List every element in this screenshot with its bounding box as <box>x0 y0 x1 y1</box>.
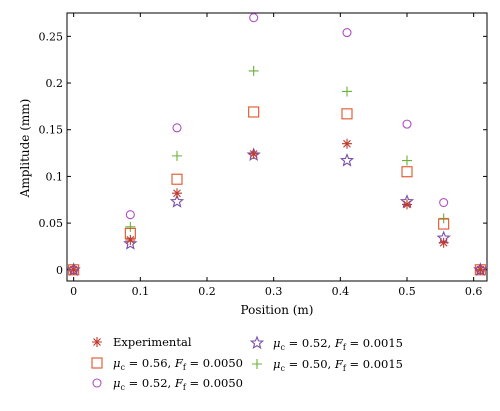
data-point-circle <box>249 13 259 23</box>
series-asterisk <box>68 138 486 275</box>
legend-label: μc = 0.52, Ff = 0.0050 <box>113 376 243 392</box>
data-points <box>66 13 488 276</box>
data-point-plus <box>402 155 412 166</box>
legend-label: Experimental <box>113 335 192 349</box>
series-circle <box>69 13 485 275</box>
data-point-circle <box>342 28 352 38</box>
x-tick-label: 0.2 <box>198 285 216 298</box>
data-point-asterisk <box>475 264 486 275</box>
y-tick-label: 0.15 <box>39 124 64 137</box>
data-point-circle <box>439 198 449 208</box>
y-tick-label: 0 <box>56 264 63 277</box>
x-tick-label: 0.6 <box>465 285 483 298</box>
data-point-square <box>401 166 413 178</box>
data-point-circle <box>172 123 182 133</box>
x-tick-label: 0.3 <box>265 285 283 298</box>
data-point-square <box>171 173 183 185</box>
y-tick-label: 0.2 <box>46 77 64 90</box>
data-point-square <box>248 106 260 118</box>
legend-item: Experimental <box>92 335 192 349</box>
legend-marker-square <box>91 357 103 369</box>
legend-label: μc = 0.52, Ff = 0.0015 <box>273 336 403 352</box>
data-point-plus <box>125 221 136 232</box>
y-tick-labels: 0 0.05 0.1 0.15 0.2 0.25 <box>39 30 64 276</box>
data-point-plus <box>438 213 449 224</box>
legend-item: μc = 0.56, Ff = 0.0050 <box>91 356 243 372</box>
y-axis-label: Amplitude (mm) <box>18 99 32 199</box>
series-plus <box>68 65 486 275</box>
data-point-asterisk <box>248 149 259 160</box>
legend-marker-asterisk <box>92 337 102 347</box>
data-point-circle <box>402 119 412 129</box>
y-tick-label: 0.25 <box>39 30 64 43</box>
axis-ticks <box>67 13 487 281</box>
x-tick-label: 0.4 <box>332 285 350 298</box>
data-point-star <box>339 153 355 167</box>
data-point-asterisk <box>125 234 136 245</box>
data-point-square <box>341 108 353 120</box>
x-tick-label: 0 <box>70 285 77 298</box>
data-point-star <box>169 194 185 208</box>
y-tick-label: 0.1 <box>46 170 64 183</box>
data-point-square <box>438 218 450 230</box>
data-point-asterisk <box>438 237 449 248</box>
y-tick-label: 0.05 <box>39 217 64 230</box>
data-point-asterisk <box>172 188 182 199</box>
data-point-plus <box>342 86 352 97</box>
series-star <box>66 147 488 276</box>
legend-item: μc = 0.52, Ff = 0.0015 <box>249 335 403 352</box>
data-point-asterisk <box>68 264 79 275</box>
data-point-plus <box>172 150 182 161</box>
data-point-circle <box>125 210 135 220</box>
legend-label: μc = 0.50, Ff = 0.0015 <box>273 357 403 373</box>
legend-marker-circle <box>92 378 102 388</box>
data-point-asterisk <box>342 138 352 149</box>
data-point-star <box>123 236 138 250</box>
data-point-plus <box>248 65 259 76</box>
legend-label: μc = 0.56, Ff = 0.0050 <box>113 356 243 372</box>
plot-frame <box>66 12 488 282</box>
x-tick-labels: 0 0.1 0.2 0.3 0.4 0.5 0.6 <box>70 285 482 298</box>
x-tick-label: 0.1 <box>132 285 150 298</box>
series-square <box>68 106 486 276</box>
legend-marker-star <box>249 335 265 350</box>
x-axis-label: Position (m) <box>241 303 314 317</box>
data-point-asterisk <box>402 199 412 210</box>
legend-marker-plus <box>252 359 262 369</box>
x-tick-label: 0.5 <box>398 285 416 298</box>
legend-item: μc = 0.50, Ff = 0.0015 <box>252 357 403 373</box>
legend-item: μc = 0.52, Ff = 0.0050 <box>92 376 243 392</box>
legend: Experimental μc = 0.56, Ff = 0.0050 μc = 0… <box>91 335 403 392</box>
